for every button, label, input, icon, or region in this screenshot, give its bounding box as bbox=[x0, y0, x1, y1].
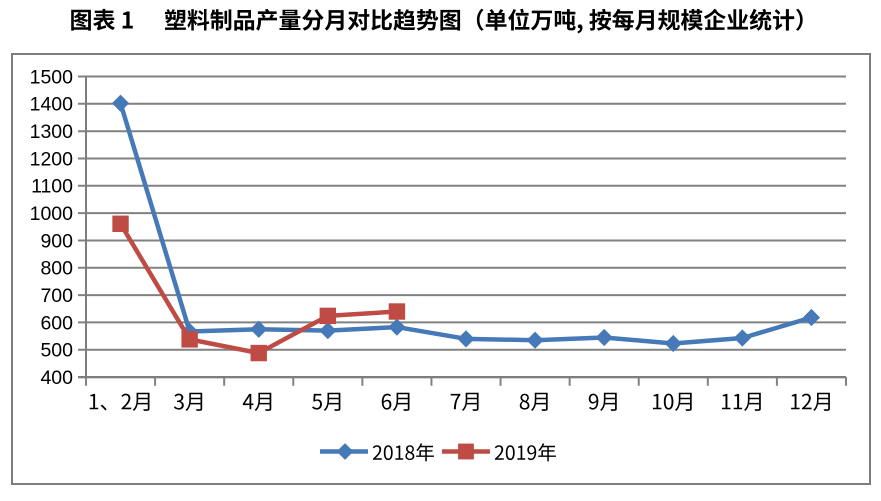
svg-text:1300: 1300 bbox=[30, 121, 74, 143]
svg-text:1500: 1500 bbox=[30, 66, 74, 88]
svg-text:1400: 1400 bbox=[30, 94, 74, 116]
svg-text:400: 400 bbox=[40, 367, 73, 389]
svg-text:900: 900 bbox=[40, 230, 73, 252]
svg-text:500: 500 bbox=[40, 340, 73, 362]
svg-text:1200: 1200 bbox=[30, 148, 74, 170]
svg-text:1000: 1000 bbox=[30, 203, 74, 225]
svg-text:800: 800 bbox=[40, 258, 73, 280]
svg-text:600: 600 bbox=[40, 312, 73, 334]
svg-text:1100: 1100 bbox=[31, 176, 73, 198]
svg-text:700: 700 bbox=[40, 285, 73, 307]
